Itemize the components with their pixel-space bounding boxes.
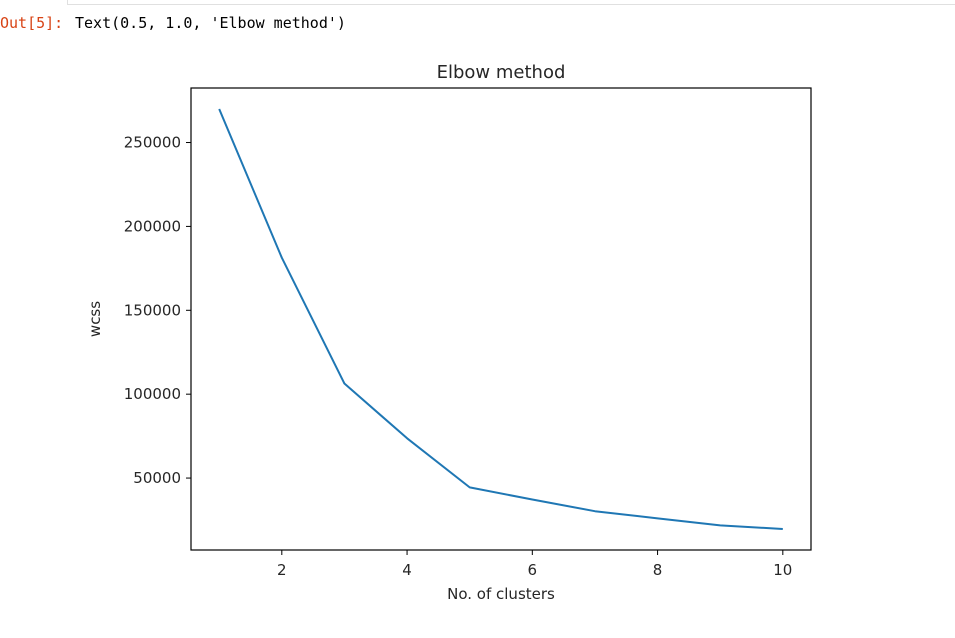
y-tick-label: 50000 <box>133 469 181 487</box>
x-tick-label: 4 <box>402 561 412 579</box>
x-tick-label: 2 <box>277 561 287 579</box>
output-prompt: Out[5]: <box>0 14 64 32</box>
x-tick-label: 10 <box>773 561 792 579</box>
x-tick-label: 8 <box>653 561 663 579</box>
wcss-line <box>218 108 783 530</box>
output-text: Text(0.5, 1.0, 'Elbow method') <box>75 14 346 32</box>
y-tick-label: 100000 <box>124 385 181 403</box>
y-axis-label: wcss <box>86 301 104 337</box>
y-tick-label: 150000 <box>124 301 181 319</box>
plot-frame <box>190 87 812 551</box>
y-tick-label: 250000 <box>124 134 181 152</box>
chart-title: Elbow method <box>437 62 566 83</box>
cell-top-border <box>67 0 955 5</box>
y-tick-label: 200000 <box>124 217 181 235</box>
x-axis-label: No. of clusters <box>447 585 555 603</box>
x-tick-label: 6 <box>528 561 538 579</box>
